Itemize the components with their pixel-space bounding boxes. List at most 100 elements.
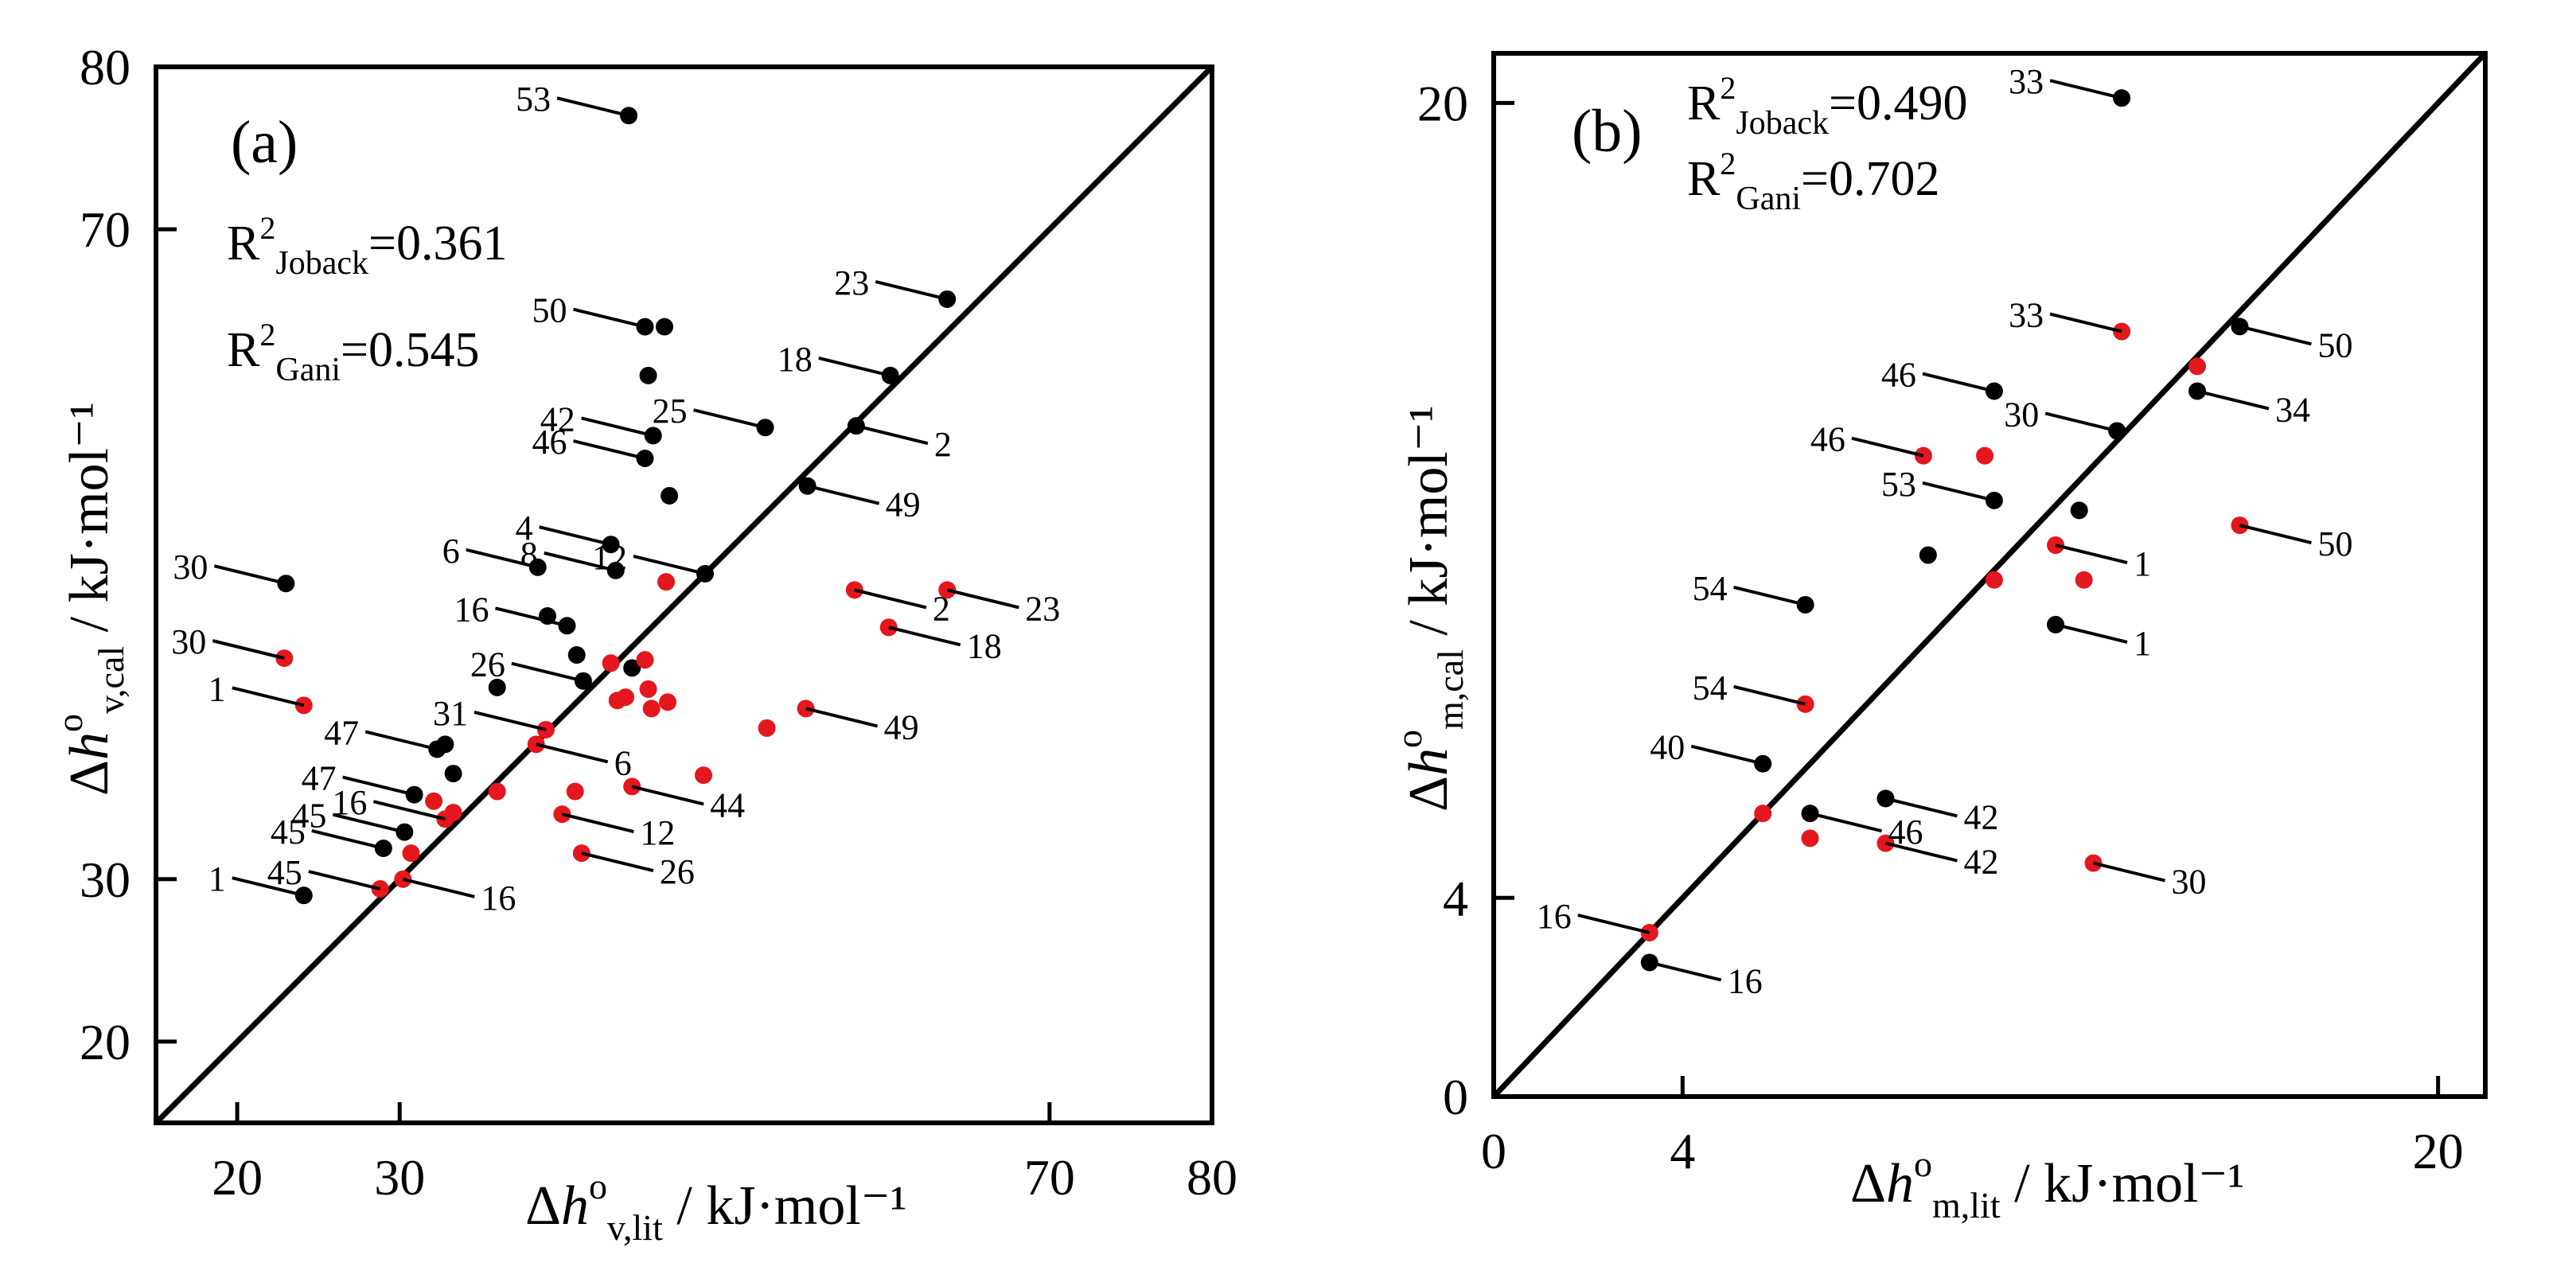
- panel-a-y-tick-label: 20: [80, 1014, 131, 1070]
- panel-b-joback-leader-line: [1733, 586, 1806, 606]
- panel-a-joback-leader-line: [364, 730, 438, 751]
- panel-a-gani-leader-line: [372, 800, 446, 821]
- panel-a-joback-leader-line: [807, 484, 880, 505]
- panel-a-joback-point-label: 42: [540, 399, 575, 438]
- panel-a-gani-point-label: 49: [884, 707, 919, 746]
- panel-b-joback-leader-line: [1884, 797, 1958, 818]
- panel-b-y-axis-label: Δhom,cal / kJ·mol⁻¹: [1389, 405, 1471, 812]
- panel-a-gani-point-label: 44: [710, 785, 745, 824]
- panel-a-gani-point: [659, 693, 677, 711]
- panel-a-y-axis-label: Δhov,cal / kJ·mol⁻¹: [49, 402, 131, 796]
- panel-a-joback-point-label: 23: [834, 263, 869, 302]
- panel-a-joback-leader-line: [875, 279, 948, 301]
- panel-b-x-tick-label: 0: [1481, 1123, 1506, 1179]
- panel-a-gani-point-label: 16: [332, 783, 367, 822]
- panel-a-gani-point: [639, 680, 657, 698]
- panel-b-y-tick-label: 4: [1443, 870, 1468, 926]
- panel-a-gani-point: [602, 654, 620, 672]
- panel-a-joback-leader-line: [544, 551, 617, 572]
- panel-b-joback-leader-line: [1922, 372, 1995, 393]
- panel-b-gani-point-label: 33: [2009, 296, 2044, 335]
- panel-b-gani-leader-line: [1733, 684, 1806, 706]
- panel-a-gani-point: [636, 651, 654, 669]
- panel-a-gani-leader-line: [536, 742, 609, 764]
- panel-a-gani-leader-line: [308, 870, 381, 890]
- panel-a-joback-leader-line: [581, 416, 654, 438]
- panel-b-gani-point-label: 42: [1963, 843, 1998, 882]
- panel-a-y-tick-label: 30: [80, 851, 131, 908]
- panel-a-joback-leader-line: [633, 555, 706, 575]
- panel-b-x-axis-label: Δhom,lit / kJ·mol⁻¹: [1850, 1144, 2244, 1226]
- panel-b-gani-point: [1801, 829, 1819, 848]
- panel-b-joback-point: [2070, 501, 2088, 520]
- panel-a-gani-leader-line: [232, 686, 305, 707]
- panel-b-gani-point-label: 46: [1810, 420, 1845, 459]
- panel-a-gani-leader-line: [805, 707, 879, 728]
- panel-a-joback-leader-line: [855, 424, 929, 446]
- panel-a-joback-point: [436, 735, 454, 754]
- panel-a-joback-point-label: 45: [271, 813, 306, 851]
- panel-b-joback-leader-line: [2049, 79, 2122, 100]
- panel-b-y-tick-label: 0: [1443, 1069, 1468, 1125]
- panel-a-joback-point: [661, 486, 679, 505]
- panel-a-gani-point-label: 30: [171, 622, 206, 661]
- panel-a-gani-leader-line: [854, 588, 927, 610]
- panel-b-gani-point: [1754, 805, 1772, 823]
- panel-a-joback-point-label: 16: [454, 590, 489, 629]
- panel-a-joback-point-label: 12: [592, 538, 627, 577]
- panel-a-label: (a): [231, 109, 298, 176]
- panel-a-joback-leader-line: [342, 775, 415, 797]
- panel-a-r2-joback: R2Joback=0.361: [227, 210, 507, 282]
- panel-b-gani-point-label: 54: [1693, 668, 1728, 707]
- panel-a-gani-point-label: 45: [267, 853, 302, 892]
- panel-a-joback-leader-line: [232, 876, 305, 898]
- panel-b-joback-leader-line: [1922, 481, 1995, 502]
- panel-a-joback-leader-line: [573, 307, 645, 329]
- panel-a-joback-point-label: 4: [516, 509, 533, 548]
- panel-a-joback-point: [639, 366, 657, 384]
- panel-a-joback-leader-line: [556, 96, 629, 118]
- panel-b-gani-point: [2188, 357, 2207, 376]
- panel-a-joback-point: [623, 659, 641, 677]
- panel-b-joback-point-label: 54: [1693, 569, 1728, 608]
- panel-a-gani-point-label: 6: [614, 743, 632, 782]
- panel-a-joback-point-label: 8: [520, 535, 538, 574]
- panel-a-joback-leader-line: [495, 606, 567, 628]
- panel-a-marks: [154, 64, 1214, 1125]
- panel-b-gani-point-label: 1: [2134, 544, 2151, 583]
- panel-b-joback-point-label: 50: [2317, 325, 2352, 364]
- panel-b-gani-leader-line: [2093, 861, 2166, 883]
- panel-a-joback-point-label: 45: [291, 797, 326, 836]
- panel-b-x-tick-label: 4: [1670, 1123, 1695, 1179]
- panel-a-point-labels: 20 30 70 8020307080301454547476162648535042…: [80, 39, 1237, 1206]
- panel-a-y-tick-label: 70: [80, 201, 131, 258]
- panel-b-x-tick-label: 20: [2413, 1123, 2464, 1179]
- panel-a-joback-point-label: 6: [442, 532, 460, 571]
- panel-a-gani-point: [566, 782, 584, 801]
- panel-b-joback-point-label: 33: [2009, 62, 2044, 101]
- panel-b-joback-point-label: 53: [1881, 465, 1916, 504]
- panel-b-gani-leader-line: [2055, 544, 2128, 564]
- panel-a-gani-point: [402, 844, 420, 863]
- panel-a-x-tick-label: 80: [1187, 1149, 1237, 1206]
- panel-a-gani-leader-line: [474, 711, 547, 731]
- panel-a-joback-leader-line: [818, 356, 891, 377]
- panel-a-gani-leader-line: [212, 639, 285, 661]
- panel-a-gani-point: [617, 688, 635, 707]
- panel-a-gani-leader-line: [631, 785, 704, 806]
- panel-a-r2-gani: R2Gani=0.545: [227, 317, 479, 388]
- panel-a-gani-point: [758, 719, 776, 737]
- panel-a-joback-point-label: 18: [777, 340, 813, 379]
- panel-b-joback-leader-line: [2239, 325, 2312, 346]
- panel-a-x-tick-label: 30: [374, 1149, 425, 1206]
- panel-b-joback-point-label: 46: [1888, 813, 1923, 851]
- panel-b-joback-leader-line: [1810, 812, 1883, 833]
- panel-a-joback-point-label: 49: [886, 485, 921, 524]
- panel-a-gani-point-label: 26: [660, 852, 695, 891]
- panel-a-gani-point-label: 31: [433, 694, 468, 733]
- panel-a-joback-point: [567, 646, 586, 664]
- panel-a-joback-point: [444, 765, 462, 783]
- panel-a-joback-point-label: 53: [516, 80, 551, 119]
- panel-a-gani-point-label: 1: [208, 669, 226, 708]
- panel-b-joback-point-label: 42: [1963, 797, 1998, 836]
